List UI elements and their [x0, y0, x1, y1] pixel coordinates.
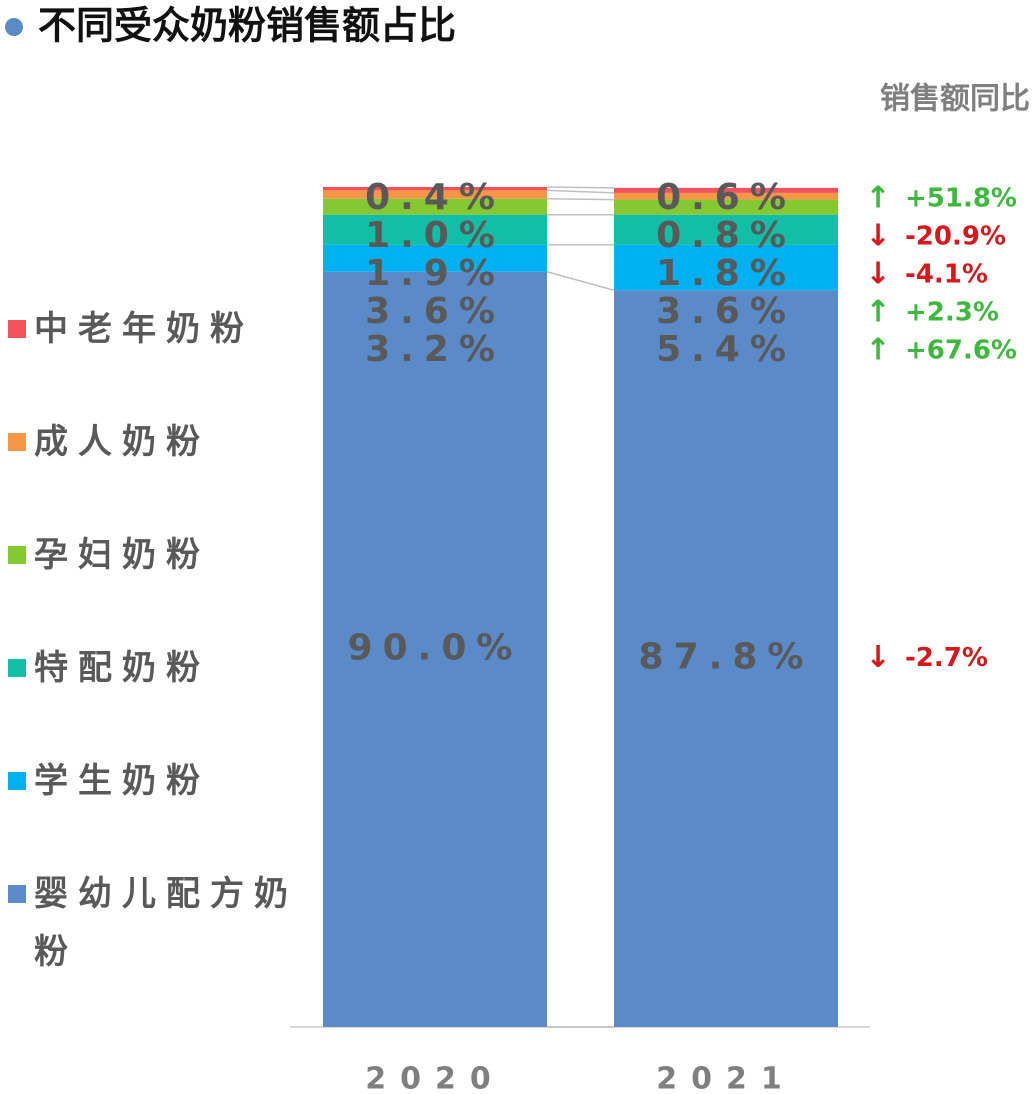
- yoy-arrow: ↓: [865, 219, 890, 254]
- legend-swatch: [8, 433, 26, 451]
- legend-item: 中老年奶粉: [8, 300, 298, 413]
- yoy-label: -4.1%: [905, 260, 988, 290]
- yoy-arrow: ↓: [865, 640, 890, 675]
- legend-item: 学生奶粉: [8, 752, 298, 865]
- connector: [546, 186, 615, 189]
- legend: 中老年奶粉成人奶粉孕妇奶粉特配奶粉学生奶粉婴幼儿配方奶粉: [8, 300, 298, 978]
- legend-swatch: [8, 320, 26, 338]
- bar-segment: [614, 187, 838, 193]
- legend-label: 婴幼儿配方奶粉: [34, 874, 298, 972]
- bar-segment: [614, 214, 838, 245]
- bar-segment: [614, 290, 838, 1027]
- legend-item: 特配奶粉: [8, 639, 298, 752]
- yoy-title: 销售额同比: [880, 82, 1030, 117]
- yoy-label: +51.8%: [905, 184, 1017, 214]
- bar-segment: [323, 244, 547, 272]
- bar-segment: [323, 271, 547, 1027]
- yoy-label: -2.7%: [905, 643, 988, 673]
- legend-label: 中老年奶粉: [34, 309, 254, 349]
- connector: [546, 189, 615, 194]
- legend-label: 成人奶粉: [34, 422, 210, 462]
- legend-label: 孕妇奶粉: [34, 535, 210, 575]
- legend-item: 成人奶粉: [8, 413, 298, 526]
- bar-segment: [614, 192, 838, 200]
- bar-segment: [323, 187, 547, 191]
- yoy-arrow: ↑: [865, 333, 890, 368]
- chart-title: 不同受众奶粉销售额占比: [38, 4, 456, 48]
- legend-swatch: [8, 772, 26, 790]
- yoy-arrow: ↑: [865, 181, 890, 216]
- yoy-label: +67.6%: [905, 336, 1017, 366]
- value-label: 0.6%: [656, 177, 796, 218]
- legend-swatch: [8, 546, 26, 564]
- bar-segment: [323, 190, 547, 199]
- x-tick-label: 2021: [656, 1062, 796, 1094]
- value-label: 1.9%: [365, 253, 505, 294]
- legend-item: 婴幼儿配方奶粉: [8, 865, 298, 978]
- bar-segment: [614, 244, 838, 291]
- connector: [546, 197, 615, 201]
- bar-segment: [323, 198, 547, 215]
- yoy-label: -20.9%: [905, 222, 1006, 252]
- bar-segment: [323, 214, 547, 245]
- value-label: 3.6%: [365, 291, 505, 332]
- value-label: 90.0%: [348, 627, 523, 668]
- value-label: 0.4%: [365, 177, 505, 218]
- yoy-label: +2.3%: [905, 298, 999, 328]
- yoy-arrow: ↓: [865, 257, 890, 292]
- legend-swatch: [8, 885, 26, 903]
- title-dot: [5, 18, 23, 36]
- x-tick-label: 2020: [365, 1062, 505, 1094]
- value-label: 5.4%: [656, 329, 796, 370]
- value-label: 3.6%: [656, 291, 796, 332]
- legend-label: 学生奶粉: [34, 761, 210, 801]
- legend-swatch: [8, 659, 26, 677]
- value-label: 0.8%: [656, 215, 796, 256]
- legend-item: 孕妇奶粉: [8, 526, 298, 639]
- legend-label: 特配奶粉: [34, 648, 210, 688]
- value-label: 1.8%: [656, 253, 796, 294]
- value-label: 3.2%: [365, 329, 505, 370]
- bar-segment: [614, 199, 838, 215]
- value-label: 1.0%: [365, 215, 505, 256]
- value-label: 87.8%: [639, 637, 814, 678]
- connector: [546, 271, 615, 291]
- yoy-arrow: ↑: [865, 295, 890, 330]
